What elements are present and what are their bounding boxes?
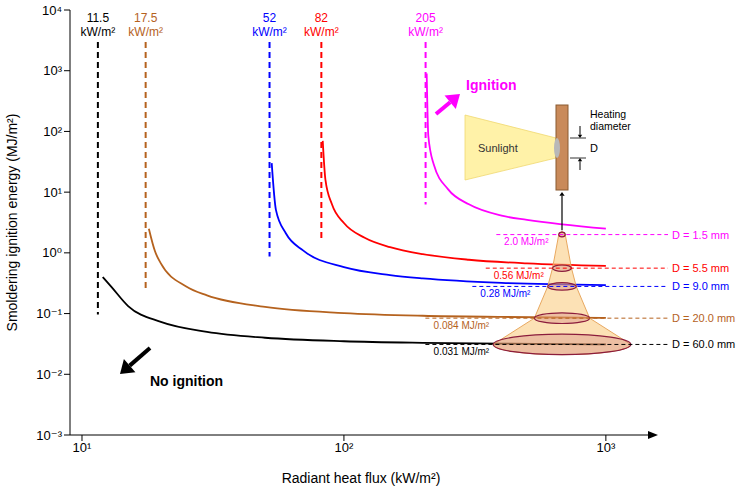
svg-text:Ignition: Ignition: [466, 77, 517, 93]
svg-text:2.0 MJ/m²: 2.0 MJ/m²: [504, 236, 549, 247]
svg-text:kW/m²: kW/m²: [408, 25, 443, 39]
svg-text:D = 9.0 mm: D = 9.0 mm: [672, 280, 729, 292]
svg-text:10¹: 10¹: [43, 185, 62, 200]
svg-text:Smoldering ignition energy (MJ: Smoldering ignition energy (MJ/m²): [4, 114, 20, 332]
svg-text:Sunlight: Sunlight: [478, 142, 518, 154]
svg-text:11.5: 11.5: [87, 11, 110, 25]
svg-text:kW/m²: kW/m²: [128, 25, 163, 39]
svg-text:kW/m²: kW/m²: [81, 25, 116, 39]
svg-text:No ignition: No ignition: [150, 373, 223, 389]
svg-text:0.084 MJ/m²: 0.084 MJ/m²: [434, 320, 490, 331]
svg-text:kW/m²: kW/m²: [252, 25, 287, 39]
svg-text:10²: 10²: [335, 440, 354, 455]
svg-text:10¹: 10¹: [73, 440, 92, 455]
svg-text:Heating: Heating: [590, 108, 626, 120]
svg-text:10⁰: 10⁰: [42, 245, 62, 260]
svg-text:D = 20.0 mm: D = 20.0 mm: [672, 312, 735, 324]
svg-text:0.28 MJ/m²: 0.28 MJ/m²: [480, 288, 531, 299]
svg-text:10⁻¹: 10⁻¹: [36, 306, 62, 321]
svg-text:10⁻²: 10⁻²: [36, 367, 62, 382]
svg-text:kW/m²: kW/m²: [304, 25, 339, 39]
svg-text:10³: 10³: [596, 440, 615, 455]
svg-text:D = 5.5 mm: D = 5.5 mm: [672, 262, 729, 274]
svg-text:10³: 10³: [43, 63, 62, 78]
svg-text:D = 60.0 mm: D = 60.0 mm: [672, 338, 735, 350]
svg-text:82: 82: [315, 11, 329, 25]
svg-text:10⁻³: 10⁻³: [36, 428, 62, 443]
svg-text:17.5: 17.5: [134, 11, 158, 25]
svg-text:52: 52: [263, 11, 277, 25]
svg-text:diameter: diameter: [590, 120, 631, 132]
svg-text:10⁴: 10⁴: [42, 3, 62, 18]
svg-text:Radiant heat flux (kW/m²): Radiant heat flux (kW/m²): [282, 470, 441, 486]
svg-text:D: D: [590, 142, 598, 154]
svg-text:205: 205: [416, 11, 436, 25]
svg-text:0.031 MJ/m²: 0.031 MJ/m²: [434, 346, 490, 357]
svg-text:D = 1.5 mm: D = 1.5 mm: [672, 229, 729, 241]
svg-text:10²: 10²: [43, 124, 62, 139]
svg-text:0.56 MJ/m²: 0.56 MJ/m²: [494, 270, 545, 281]
